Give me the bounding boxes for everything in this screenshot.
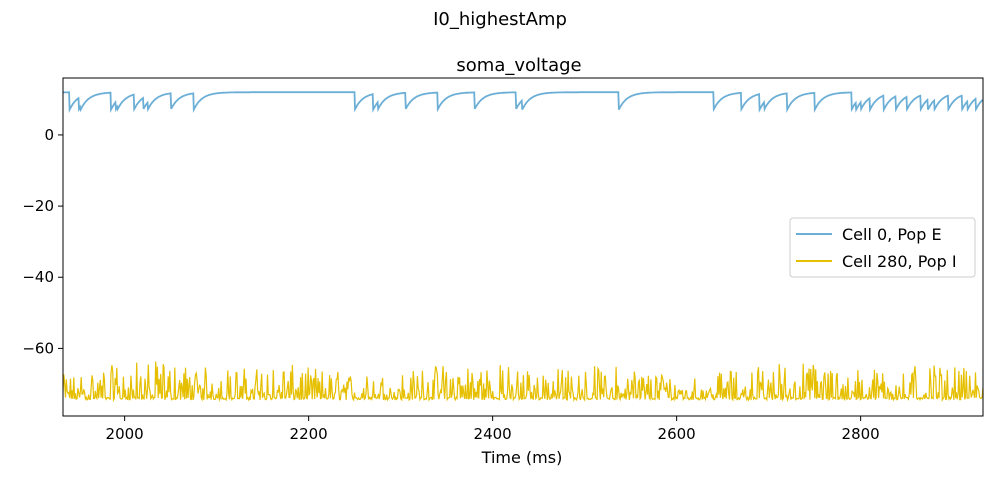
y-tick-label: −60 xyxy=(22,339,54,357)
plot-frame xyxy=(62,77,984,417)
series-line-cell-0-pop-e xyxy=(63,91,983,113)
figure-suptitle: I0_highestAmp xyxy=(433,9,567,30)
x-axis-ticks: 2000 2200 2400 2600 2800 xyxy=(106,416,880,443)
x-tick-label: 2200 xyxy=(290,425,328,443)
x-tick-label: 2800 xyxy=(842,425,880,443)
legend-label-cell-0: Cell 0, Pop E xyxy=(842,225,942,244)
legend-label-cell-280: Cell 280, Pop I xyxy=(842,252,957,271)
y-tick-label: −40 xyxy=(22,268,54,286)
axes-title: soma_voltage xyxy=(456,55,581,76)
y-tick-label: −20 xyxy=(22,197,54,215)
x-axis-label: Time (ms) xyxy=(481,448,563,467)
y-tick-label: 0 xyxy=(44,126,54,144)
x-tick-label: 2400 xyxy=(474,425,512,443)
y-axis-ticks: 0 −20 −40 −60 xyxy=(22,126,63,357)
x-tick-label: 2000 xyxy=(106,425,144,443)
x-tick-label: 2600 xyxy=(658,425,696,443)
legend: Cell 0, Pop E Cell 280, Pop I xyxy=(789,217,976,278)
series-line-cell-280-pop-i xyxy=(63,361,983,403)
legend-box xyxy=(789,217,976,278)
series-layer xyxy=(63,91,983,403)
